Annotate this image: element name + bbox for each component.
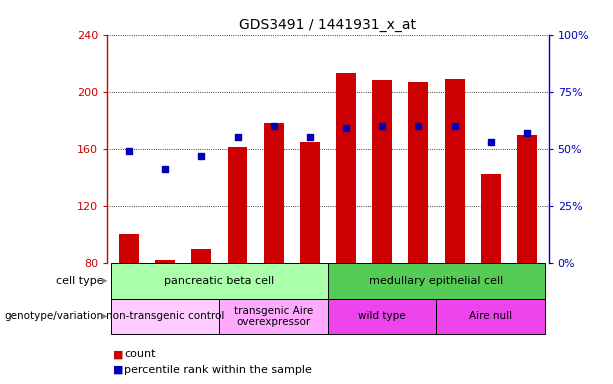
Point bbox=[450, 123, 460, 129]
Bar bbox=[444, 79, 465, 263]
Point bbox=[160, 166, 170, 172]
Point bbox=[268, 123, 278, 129]
Title: GDS3491 / 1441931_x_at: GDS3491 / 1441931_x_at bbox=[240, 18, 416, 32]
Text: Aire null: Aire null bbox=[469, 311, 512, 321]
Bar bbox=[328, 263, 545, 298]
Point bbox=[341, 125, 351, 131]
Point bbox=[414, 123, 424, 129]
Text: ■: ■ bbox=[113, 349, 124, 359]
Text: non-transgenic control: non-transgenic control bbox=[106, 311, 224, 321]
Point bbox=[486, 139, 496, 145]
Text: pancreatic beta cell: pancreatic beta cell bbox=[164, 276, 275, 286]
Text: transgenic Aire
overexpressor: transgenic Aire overexpressor bbox=[234, 306, 313, 327]
Text: percentile rank within the sample: percentile rank within the sample bbox=[124, 365, 312, 375]
Bar bbox=[372, 80, 392, 263]
Point bbox=[378, 123, 387, 129]
Point bbox=[305, 134, 314, 141]
Text: genotype/variation: genotype/variation bbox=[4, 311, 104, 321]
Point bbox=[124, 148, 134, 154]
Bar bbox=[328, 298, 436, 334]
Bar bbox=[517, 134, 537, 263]
Bar bbox=[436, 298, 545, 334]
Bar bbox=[111, 298, 219, 334]
Bar bbox=[264, 123, 284, 263]
Text: medullary epithelial cell: medullary epithelial cell bbox=[370, 276, 504, 286]
Text: ■: ■ bbox=[113, 365, 124, 375]
Point bbox=[196, 152, 206, 159]
Bar bbox=[227, 147, 248, 263]
Bar bbox=[111, 263, 328, 298]
Bar bbox=[191, 249, 211, 263]
Bar bbox=[336, 73, 356, 263]
Text: cell type: cell type bbox=[56, 276, 104, 286]
Bar bbox=[119, 235, 139, 263]
Bar bbox=[481, 174, 501, 263]
Bar bbox=[155, 260, 175, 263]
Bar bbox=[408, 82, 428, 263]
Point bbox=[522, 130, 532, 136]
Point bbox=[232, 134, 242, 141]
Text: count: count bbox=[124, 349, 156, 359]
Bar bbox=[300, 142, 320, 263]
Bar bbox=[219, 298, 328, 334]
Text: wild type: wild type bbox=[359, 311, 406, 321]
